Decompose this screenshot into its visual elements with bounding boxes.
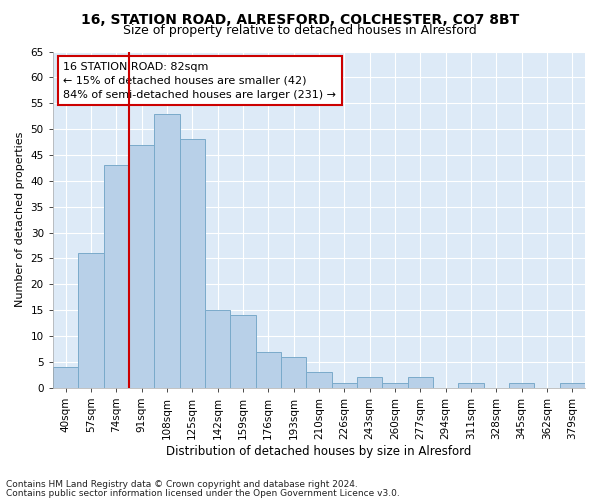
Bar	[509, 382, 535, 388]
Bar	[458, 382, 484, 388]
Bar	[154, 114, 179, 388]
Bar	[357, 378, 382, 388]
Bar	[407, 378, 433, 388]
Bar	[179, 140, 205, 388]
Bar	[332, 382, 357, 388]
Y-axis label: Number of detached properties: Number of detached properties	[15, 132, 25, 308]
Text: 16 STATION ROAD: 82sqm
← 15% of detached houses are smaller (42)
84% of semi-det: 16 STATION ROAD: 82sqm ← 15% of detached…	[64, 62, 337, 100]
Bar	[256, 352, 281, 388]
Bar	[281, 356, 306, 388]
Text: Contains public sector information licensed under the Open Government Licence v3: Contains public sector information licen…	[6, 489, 400, 498]
Text: 16, STATION ROAD, ALRESFORD, COLCHESTER, CO7 8BT: 16, STATION ROAD, ALRESFORD, COLCHESTER,…	[81, 12, 519, 26]
X-axis label: Distribution of detached houses by size in Alresford: Distribution of detached houses by size …	[166, 444, 472, 458]
Bar	[230, 316, 256, 388]
Bar	[205, 310, 230, 388]
Text: Size of property relative to detached houses in Alresford: Size of property relative to detached ho…	[123, 24, 477, 37]
Bar	[382, 382, 407, 388]
Bar	[129, 144, 154, 388]
Text: Contains HM Land Registry data © Crown copyright and database right 2024.: Contains HM Land Registry data © Crown c…	[6, 480, 358, 489]
Bar	[53, 367, 78, 388]
Bar	[78, 254, 104, 388]
Bar	[104, 166, 129, 388]
Bar	[560, 382, 585, 388]
Bar	[306, 372, 332, 388]
